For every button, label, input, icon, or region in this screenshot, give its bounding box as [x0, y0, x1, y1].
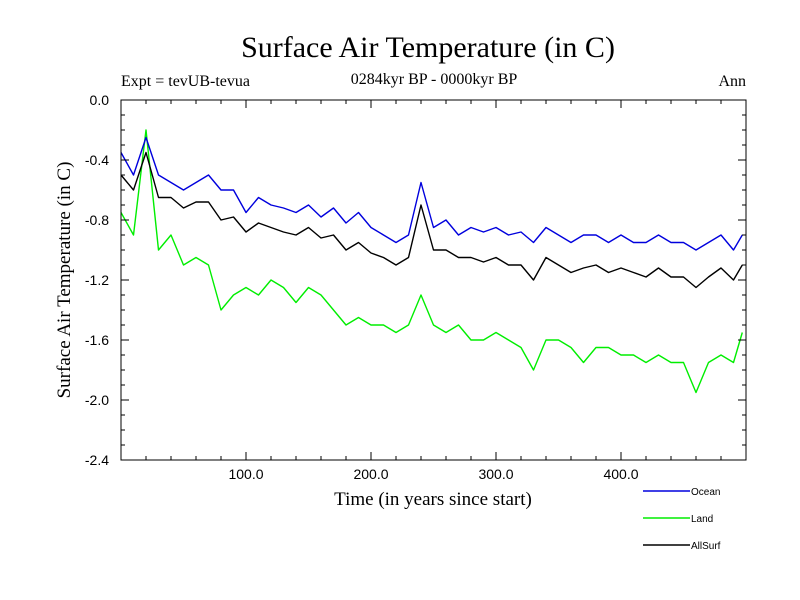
y-tick-label: -2.0 — [85, 392, 109, 408]
legend: Ocean Land AllSurf — [643, 487, 721, 552]
chart-subtitle: 0284kyr BP - 0000kyr BP — [351, 71, 518, 88]
x-tick-label: 300.0 — [478, 466, 513, 482]
y-tick-label: -1.6 — [85, 332, 109, 348]
x-axis-label: Time (in years since start) — [334, 489, 532, 510]
legend-label-land: Land — [691, 514, 713, 525]
y-tick-label: 0.0 — [90, 92, 110, 108]
series-layer — [120, 129, 743, 394]
experiment-label: Expt = tevUB-tevua — [121, 73, 250, 90]
x-tick-label: 200.0 — [353, 466, 388, 482]
chart-title: Surface Air Temperature (in C) — [241, 31, 615, 64]
y-axis-label: Surface Air Temperature (in C) — [54, 162, 75, 399]
y-tick-label: -1.2 — [85, 272, 109, 288]
legend-label-allsurf: AllSurf — [691, 541, 721, 552]
x-tick-label: 100.0 — [228, 466, 263, 482]
legend-label-ocean: Ocean — [691, 487, 720, 498]
season-label: Ann — [718, 73, 746, 90]
x-tick-label: 400.0 — [603, 466, 638, 482]
ticks-layer: 100.0 200.0 300.0 400.0 0.0 -0.4 -0.8 -1.2 -1.6 -… — [85, 92, 746, 482]
plot-frame — [120, 99, 747, 461]
y-tick-label: -2.4 — [85, 452, 109, 468]
series-line-allsurf — [120, 151, 743, 289]
y-tick-label: -0.4 — [85, 152, 109, 168]
series-line-ocean — [120, 136, 743, 251]
series-line-land — [120, 129, 743, 394]
y-tick-label: -0.8 — [85, 212, 109, 228]
